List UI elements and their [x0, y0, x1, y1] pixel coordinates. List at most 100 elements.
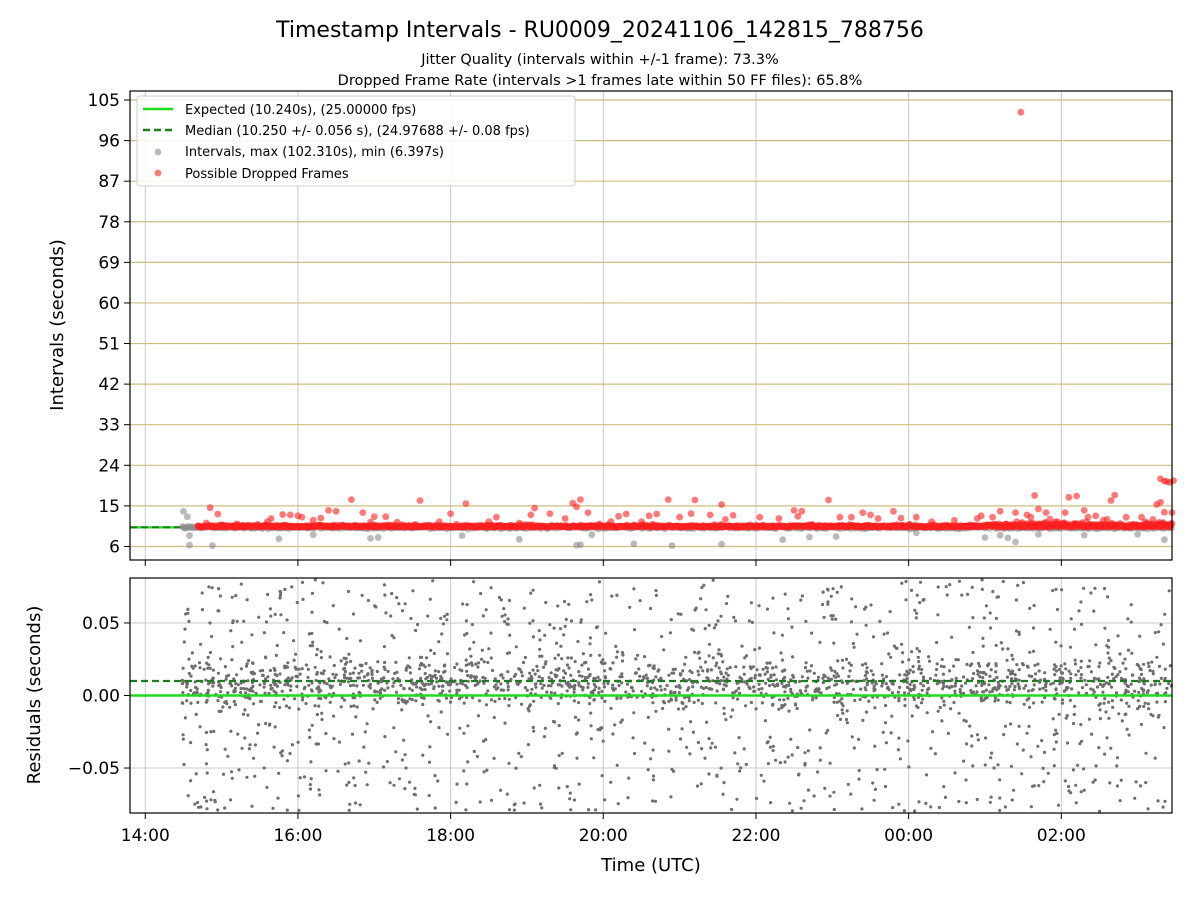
- residual-point: [189, 674, 193, 678]
- residual-point: [206, 688, 210, 692]
- residual-point: [382, 765, 386, 769]
- x-axis-label: Time (UTC): [600, 855, 701, 876]
- residual-point: [568, 797, 572, 801]
- residual-point: [1087, 717, 1091, 721]
- residual-point: [464, 658, 468, 662]
- residual-point: [883, 784, 888, 789]
- residual-point: [428, 745, 432, 749]
- residual-point: [521, 660, 526, 665]
- residual-point: [439, 616, 443, 621]
- residual-point: [764, 681, 768, 685]
- residual-point: [1139, 678, 1143, 683]
- residual-point: [368, 666, 372, 670]
- residual-point: [394, 750, 398, 754]
- residual-point: [395, 670, 399, 674]
- residual-point: [313, 665, 317, 669]
- residual-point: [499, 682, 503, 686]
- residual-point: [429, 682, 433, 686]
- residual-point: [897, 736, 901, 740]
- residual-point: [1079, 600, 1083, 604]
- residual-point: [674, 698, 678, 702]
- residual-point: [383, 667, 387, 672]
- residual-point: [426, 714, 430, 718]
- residual-point: [580, 674, 584, 678]
- residual-point: [620, 672, 624, 676]
- residual-point: [750, 620, 755, 625]
- residual-point: [471, 696, 475, 700]
- residual-point: [587, 808, 591, 812]
- residual-point: [420, 688, 424, 692]
- residual-point: [380, 687, 384, 691]
- residual-point: [600, 696, 604, 700]
- residual-point: [394, 660, 398, 665]
- residual-point: [256, 731, 260, 735]
- residual-point: [1078, 742, 1082, 746]
- residual-point: [233, 689, 237, 693]
- residual-point: [239, 681, 243, 685]
- residual-point: [952, 700, 956, 705]
- residual-point: [859, 687, 863, 691]
- residual-point: [942, 699, 946, 704]
- dropped-frame-point: [596, 520, 603, 528]
- residual-point: [462, 731, 466, 735]
- residual-point: [351, 683, 356, 687]
- residual-point: [1165, 686, 1169, 691]
- residual-point: [586, 667, 591, 671]
- residual-point: [209, 730, 213, 734]
- residual-point: [506, 688, 510, 692]
- residual-point: [850, 735, 854, 739]
- residual-point: [228, 705, 232, 709]
- residual-point: [838, 717, 843, 722]
- residual-point: [337, 627, 341, 631]
- residual-point: [925, 711, 929, 715]
- residual-point: [759, 691, 763, 695]
- residual-point: [1021, 663, 1025, 667]
- residual-point: [1079, 673, 1083, 677]
- dropped-frame-point: [416, 497, 424, 504]
- dropped-frame-point: [577, 496, 584, 503]
- residual-point: [359, 664, 363, 668]
- residual-point: [757, 682, 761, 686]
- dropped-frame-point: [202, 519, 210, 527]
- residual-point: [1106, 651, 1110, 655]
- residual-point: [243, 708, 247, 712]
- residual-point: [210, 586, 214, 590]
- residual-point: [376, 690, 380, 694]
- residual-point: [1079, 659, 1083, 663]
- residual-point: [507, 761, 511, 765]
- residual-point: [626, 796, 630, 800]
- dropped-frame-point: [687, 510, 695, 517]
- residual-point: [347, 676, 351, 681]
- residual-point: [421, 682, 425, 686]
- residual-point: [497, 697, 501, 701]
- residual-point: [615, 650, 620, 654]
- dropped-frame-point: [706, 511, 714, 519]
- residual-point: [919, 671, 923, 675]
- residual-point: [242, 687, 246, 691]
- residual-point: [975, 733, 980, 737]
- residual-point: [548, 623, 552, 627]
- residual-point: [795, 706, 799, 711]
- residual-point: [958, 690, 962, 694]
- residual-point: [874, 682, 878, 686]
- residual-point: [295, 600, 299, 605]
- residual-point: [365, 783, 369, 787]
- residual-point: [883, 721, 888, 725]
- residual-point: [592, 756, 596, 760]
- residual-point: [314, 742, 318, 746]
- residual-point: [978, 675, 982, 679]
- residual-point: [1031, 784, 1035, 788]
- residual-point: [780, 633, 785, 637]
- residual-point: [821, 602, 825, 607]
- residual-point: [789, 737, 793, 741]
- dropped-frame-point: [1170, 477, 1177, 484]
- residual-point: [722, 712, 726, 716]
- residual-point: [507, 697, 511, 701]
- residual-point: [784, 684, 788, 688]
- residual-point: [818, 746, 822, 750]
- residual-point: [400, 708, 404, 712]
- dropped-frame-point: [1092, 512, 1100, 520]
- residual-point: [1118, 652, 1122, 656]
- residual-point: [632, 628, 637, 632]
- residual-point: [491, 668, 495, 673]
